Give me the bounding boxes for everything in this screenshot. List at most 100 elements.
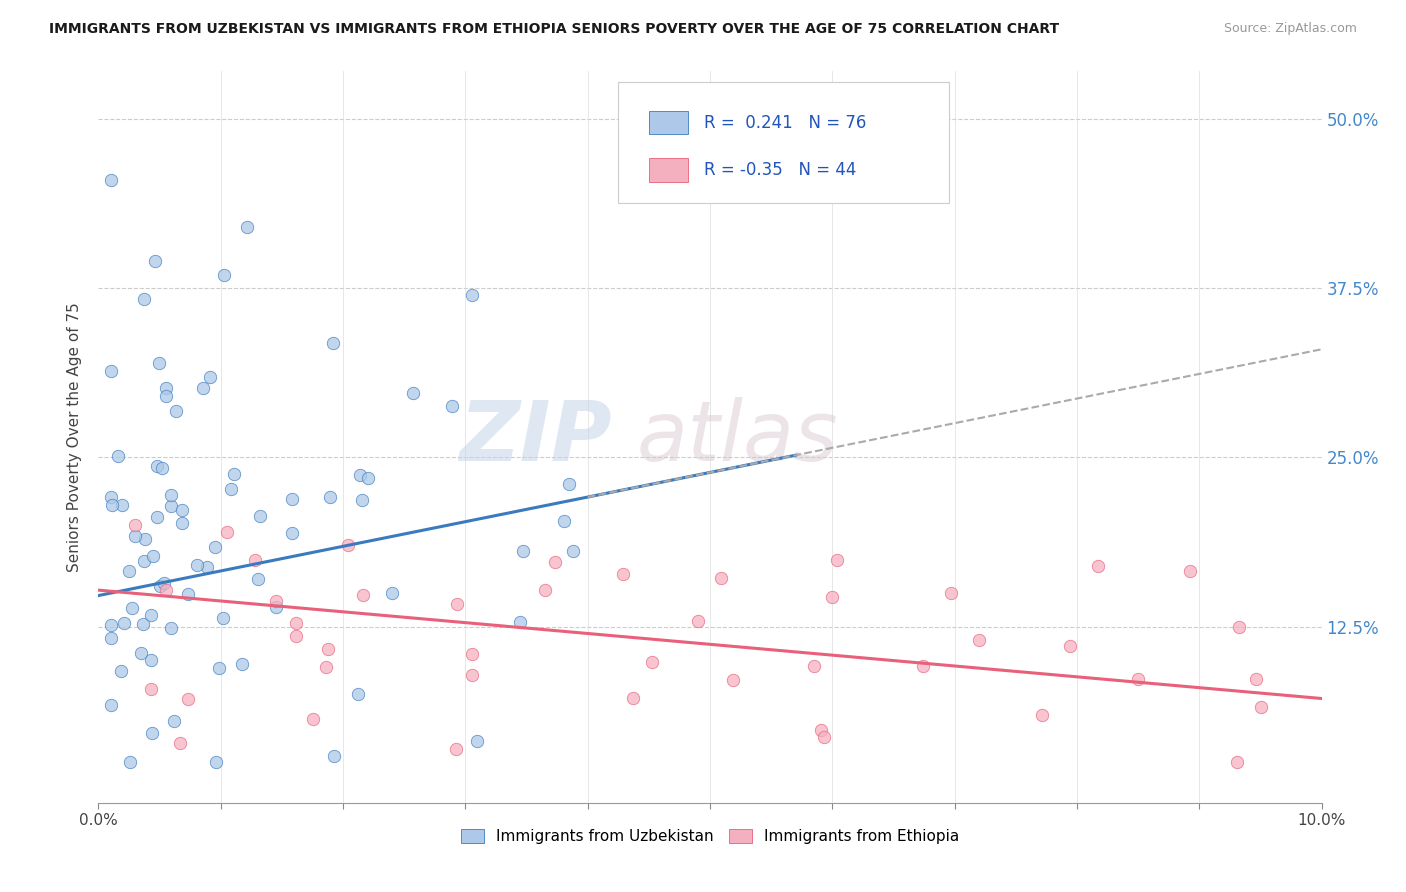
Point bbox=[803, 658, 825, 673]
Point bbox=[146, 509, 169, 524]
Point bbox=[134, 532, 156, 546]
Point bbox=[100, 364, 122, 378]
Point bbox=[561, 544, 583, 558]
Bar bbox=[648, 159, 688, 182]
Point bbox=[316, 642, 339, 657]
Point bbox=[381, 586, 404, 600]
Point bbox=[1227, 620, 1250, 634]
Point bbox=[160, 499, 183, 513]
Point bbox=[163, 714, 186, 728]
Point bbox=[215, 524, 238, 539]
Point bbox=[544, 555, 567, 569]
Point bbox=[169, 736, 191, 750]
Point bbox=[322, 335, 344, 350]
Point bbox=[1059, 640, 1081, 654]
Point bbox=[129, 646, 152, 660]
Point bbox=[402, 386, 425, 401]
Point bbox=[177, 587, 200, 601]
Point bbox=[132, 554, 155, 568]
Point bbox=[322, 748, 344, 763]
Point bbox=[284, 615, 307, 630]
Point bbox=[688, 614, 710, 628]
Point bbox=[208, 661, 231, 675]
Point bbox=[101, 498, 124, 512]
Point bbox=[155, 381, 177, 395]
Point bbox=[139, 608, 162, 623]
Point bbox=[172, 503, 194, 517]
Point bbox=[356, 471, 378, 485]
Text: IMMIGRANTS FROM UZBEKISTAN VS IMMIGRANTS FROM ETHIOPIA SENIORS POVERTY OVER THE : IMMIGRANTS FROM UZBEKISTAN VS IMMIGRANTS… bbox=[49, 22, 1059, 37]
Point bbox=[553, 514, 575, 528]
Text: ZIP: ZIP bbox=[460, 397, 612, 477]
Point bbox=[124, 529, 146, 543]
Y-axis label: Seniors Poverty Over the Age of 75: Seniors Poverty Over the Age of 75 bbox=[67, 302, 83, 572]
Point bbox=[100, 631, 122, 645]
Point bbox=[153, 575, 176, 590]
Point bbox=[336, 537, 359, 551]
Point bbox=[266, 599, 288, 614]
Point bbox=[141, 726, 163, 740]
Point bbox=[124, 518, 146, 533]
Legend: Immigrants from Uzbekistan, Immigrants from Ethiopia: Immigrants from Uzbekistan, Immigrants f… bbox=[454, 822, 966, 850]
Point bbox=[193, 381, 215, 395]
Point bbox=[509, 615, 531, 629]
Point bbox=[249, 509, 271, 524]
Point bbox=[302, 712, 325, 726]
Point bbox=[245, 553, 267, 567]
Point bbox=[204, 755, 226, 769]
Point bbox=[446, 597, 468, 611]
Point bbox=[186, 558, 208, 572]
Point bbox=[352, 589, 374, 603]
Point bbox=[621, 690, 644, 705]
Point bbox=[1128, 672, 1150, 686]
Point bbox=[723, 673, 745, 688]
Point bbox=[967, 632, 990, 647]
Point bbox=[281, 526, 304, 541]
Point bbox=[100, 617, 122, 632]
Point bbox=[100, 698, 122, 712]
Point bbox=[224, 467, 246, 481]
Point bbox=[461, 288, 484, 302]
Point bbox=[512, 544, 534, 558]
Point bbox=[440, 400, 463, 414]
Text: Source: ZipAtlas.com: Source: ZipAtlas.com bbox=[1223, 22, 1357, 36]
Point bbox=[825, 553, 848, 567]
Point bbox=[143, 254, 166, 268]
Point bbox=[100, 491, 122, 505]
Point bbox=[1250, 699, 1272, 714]
Point bbox=[211, 611, 233, 625]
Point bbox=[100, 172, 122, 186]
Point bbox=[177, 692, 200, 706]
Point bbox=[461, 667, 484, 681]
Point bbox=[111, 498, 134, 512]
Point bbox=[820, 591, 842, 605]
Point bbox=[460, 648, 482, 662]
Bar bbox=[648, 111, 688, 135]
Point bbox=[939, 586, 962, 600]
Point bbox=[149, 579, 172, 593]
Point bbox=[1246, 673, 1268, 687]
Point bbox=[346, 688, 368, 702]
Point bbox=[118, 564, 141, 578]
Point bbox=[146, 458, 169, 473]
Point bbox=[141, 681, 163, 696]
Point bbox=[1031, 707, 1053, 722]
Point bbox=[155, 583, 177, 598]
Point bbox=[444, 742, 467, 756]
Point bbox=[235, 220, 257, 235]
Point bbox=[319, 490, 342, 504]
Point bbox=[810, 723, 832, 738]
Text: R = -0.35   N = 44: R = -0.35 N = 44 bbox=[704, 161, 856, 179]
Point bbox=[231, 657, 253, 672]
Point bbox=[534, 583, 557, 598]
Point bbox=[204, 540, 226, 554]
Point bbox=[139, 653, 162, 667]
Point bbox=[148, 356, 170, 370]
Point bbox=[160, 487, 183, 501]
Point bbox=[281, 491, 304, 506]
Point bbox=[107, 449, 129, 463]
Point bbox=[198, 369, 221, 384]
Point bbox=[246, 572, 269, 586]
Point bbox=[465, 734, 488, 748]
Point bbox=[121, 601, 143, 615]
